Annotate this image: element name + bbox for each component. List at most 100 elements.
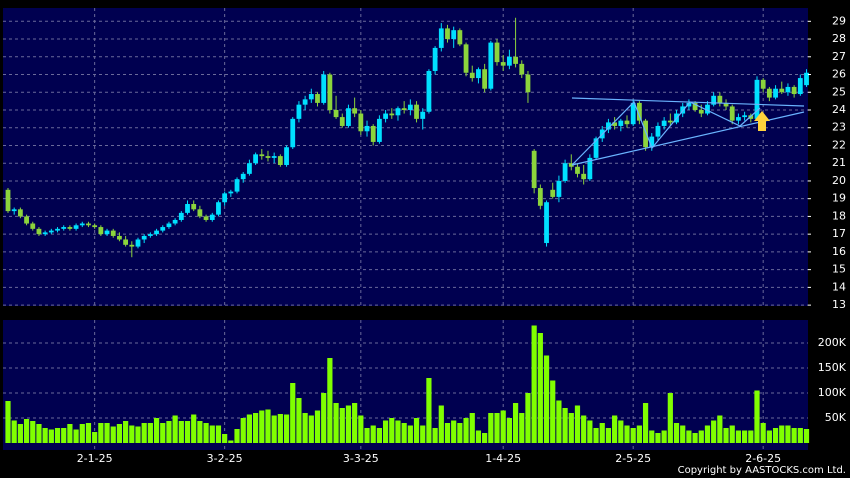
x-tick-label: 3-3-25 [343, 452, 379, 465]
volume-bar [11, 420, 17, 443]
volume-bar [512, 403, 519, 443]
volume-bar [48, 429, 54, 443]
volume-bar [785, 425, 791, 443]
candle-body [717, 95, 723, 103]
candle-body [197, 209, 203, 217]
candle-body [172, 219, 178, 224]
candle-body [222, 193, 228, 203]
volume-bar [240, 418, 246, 443]
volume-bar [358, 415, 364, 443]
candle-body [315, 94, 320, 103]
y-tick-label: 20 [832, 174, 846, 187]
volume-bar [593, 428, 599, 443]
volume-bar [649, 430, 655, 443]
volume-bar [321, 393, 327, 443]
volume-bar [116, 424, 123, 443]
y-tick-label: 25 [832, 85, 846, 98]
y-tick-label: 13 [832, 298, 846, 311]
volume-bar [803, 429, 810, 443]
volume-bar [85, 423, 92, 443]
candle-body [407, 104, 413, 110]
candle-body [333, 109, 339, 118]
volume-bar [54, 428, 61, 443]
volume-bar [475, 430, 482, 443]
candle-body [135, 239, 141, 247]
volume-bar [680, 425, 686, 443]
candle-body [636, 102, 642, 121]
candle-body [705, 104, 710, 114]
volume-bar [30, 421, 36, 443]
volume-bar [772, 428, 779, 443]
volume-bar [426, 378, 432, 443]
candle-body [711, 95, 717, 105]
candle-body [736, 117, 741, 121]
candle-body [506, 56, 512, 66]
candle-body [117, 235, 122, 240]
candle-body [476, 69, 481, 79]
volume-bar [389, 418, 395, 443]
candle-body [110, 230, 116, 236]
candle-body [401, 108, 407, 110]
volume-bar [711, 420, 717, 443]
candle-body [568, 163, 574, 167]
candle-body [265, 156, 271, 158]
candle-body [494, 42, 500, 63]
volume-bar [568, 413, 574, 443]
y-tick-label: 15 [832, 263, 846, 276]
candle-body [581, 173, 587, 180]
volume-bar [184, 421, 191, 443]
candle-body [723, 102, 729, 107]
candle-body [655, 125, 661, 137]
candle-body [129, 244, 135, 247]
candle-body [339, 117, 345, 126]
candle-body [488, 42, 494, 89]
volume-bar [302, 413, 308, 443]
volume-bar [494, 413, 500, 443]
candle-body [544, 202, 549, 244]
volume-bar [364, 428, 370, 443]
volume-bar [352, 403, 358, 443]
x-tick-label: 2-1-25 [77, 452, 113, 465]
copyright: Copyright by AASTOCKS.com Ltd. [678, 465, 846, 476]
candle-body [17, 209, 23, 217]
volume-bar [153, 418, 160, 443]
volume-bar [556, 400, 562, 443]
volume-bar [605, 428, 612, 443]
volume-bar [661, 430, 667, 443]
candle-body [383, 113, 388, 119]
volume-bar [209, 425, 215, 443]
volume-bar [574, 405, 581, 443]
volume-bar [79, 424, 85, 443]
candle-body [147, 234, 153, 236]
volume-bar [766, 430, 772, 443]
candle-body [482, 69, 488, 89]
volume-bar [166, 421, 172, 443]
candle-body [24, 216, 29, 224]
candle-body [73, 225, 79, 229]
volume-bar [141, 423, 147, 443]
candle-body [624, 120, 630, 125]
volume-bar [599, 423, 605, 443]
volume-bar [73, 429, 79, 443]
volume-bar [667, 393, 673, 443]
candle-body [519, 63, 525, 75]
volume-bar [686, 430, 692, 443]
y-tick-label: 150K [818, 361, 847, 374]
volume-bar [754, 390, 760, 443]
volume-bar [203, 423, 209, 443]
candle-body [79, 223, 85, 226]
volume-bar [296, 398, 302, 443]
candle-body [729, 106, 735, 121]
candle-body [253, 154, 258, 164]
volume-bar [253, 413, 259, 443]
candle-body [352, 108, 358, 114]
candle-body [426, 70, 432, 112]
volume-bar [550, 380, 556, 443]
candle-body [370, 125, 376, 142]
volume-bar [655, 433, 661, 443]
volume-bar [333, 403, 339, 443]
volume-bar [110, 426, 116, 443]
candle-body [271, 156, 277, 158]
candle-body [36, 228, 42, 235]
candle-body [259, 154, 265, 157]
